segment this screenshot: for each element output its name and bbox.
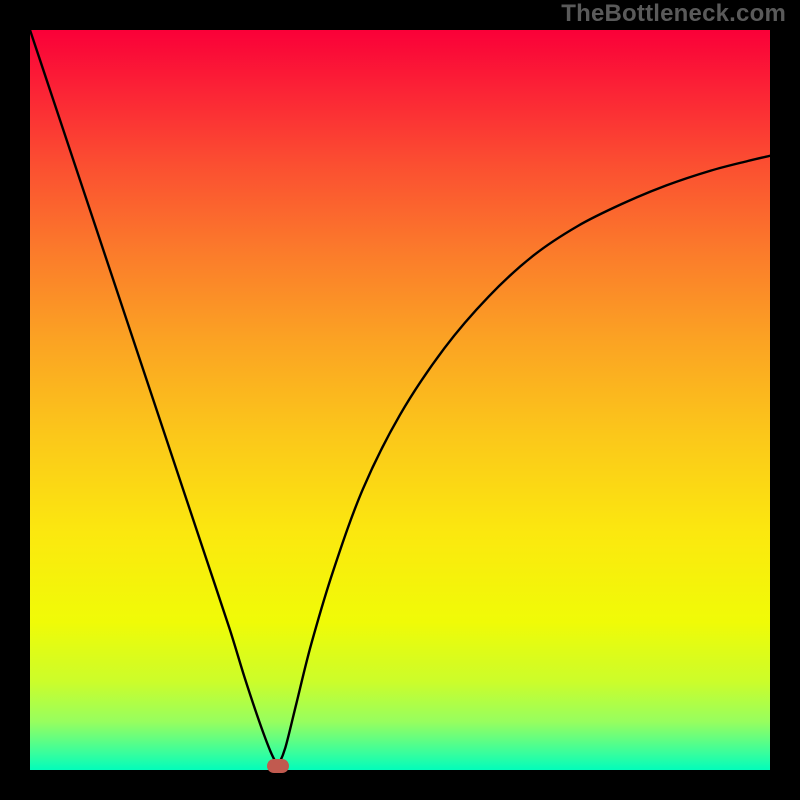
plot-area bbox=[30, 30, 770, 770]
watermark-text: TheBottleneck.com bbox=[561, 0, 786, 28]
minimum-marker bbox=[267, 759, 289, 773]
curve-left-branch bbox=[30, 30, 278, 766]
curve-right-branch bbox=[278, 156, 770, 767]
curve-layer bbox=[30, 30, 770, 770]
chart-canvas: TheBottleneck.com bbox=[0, 0, 800, 800]
